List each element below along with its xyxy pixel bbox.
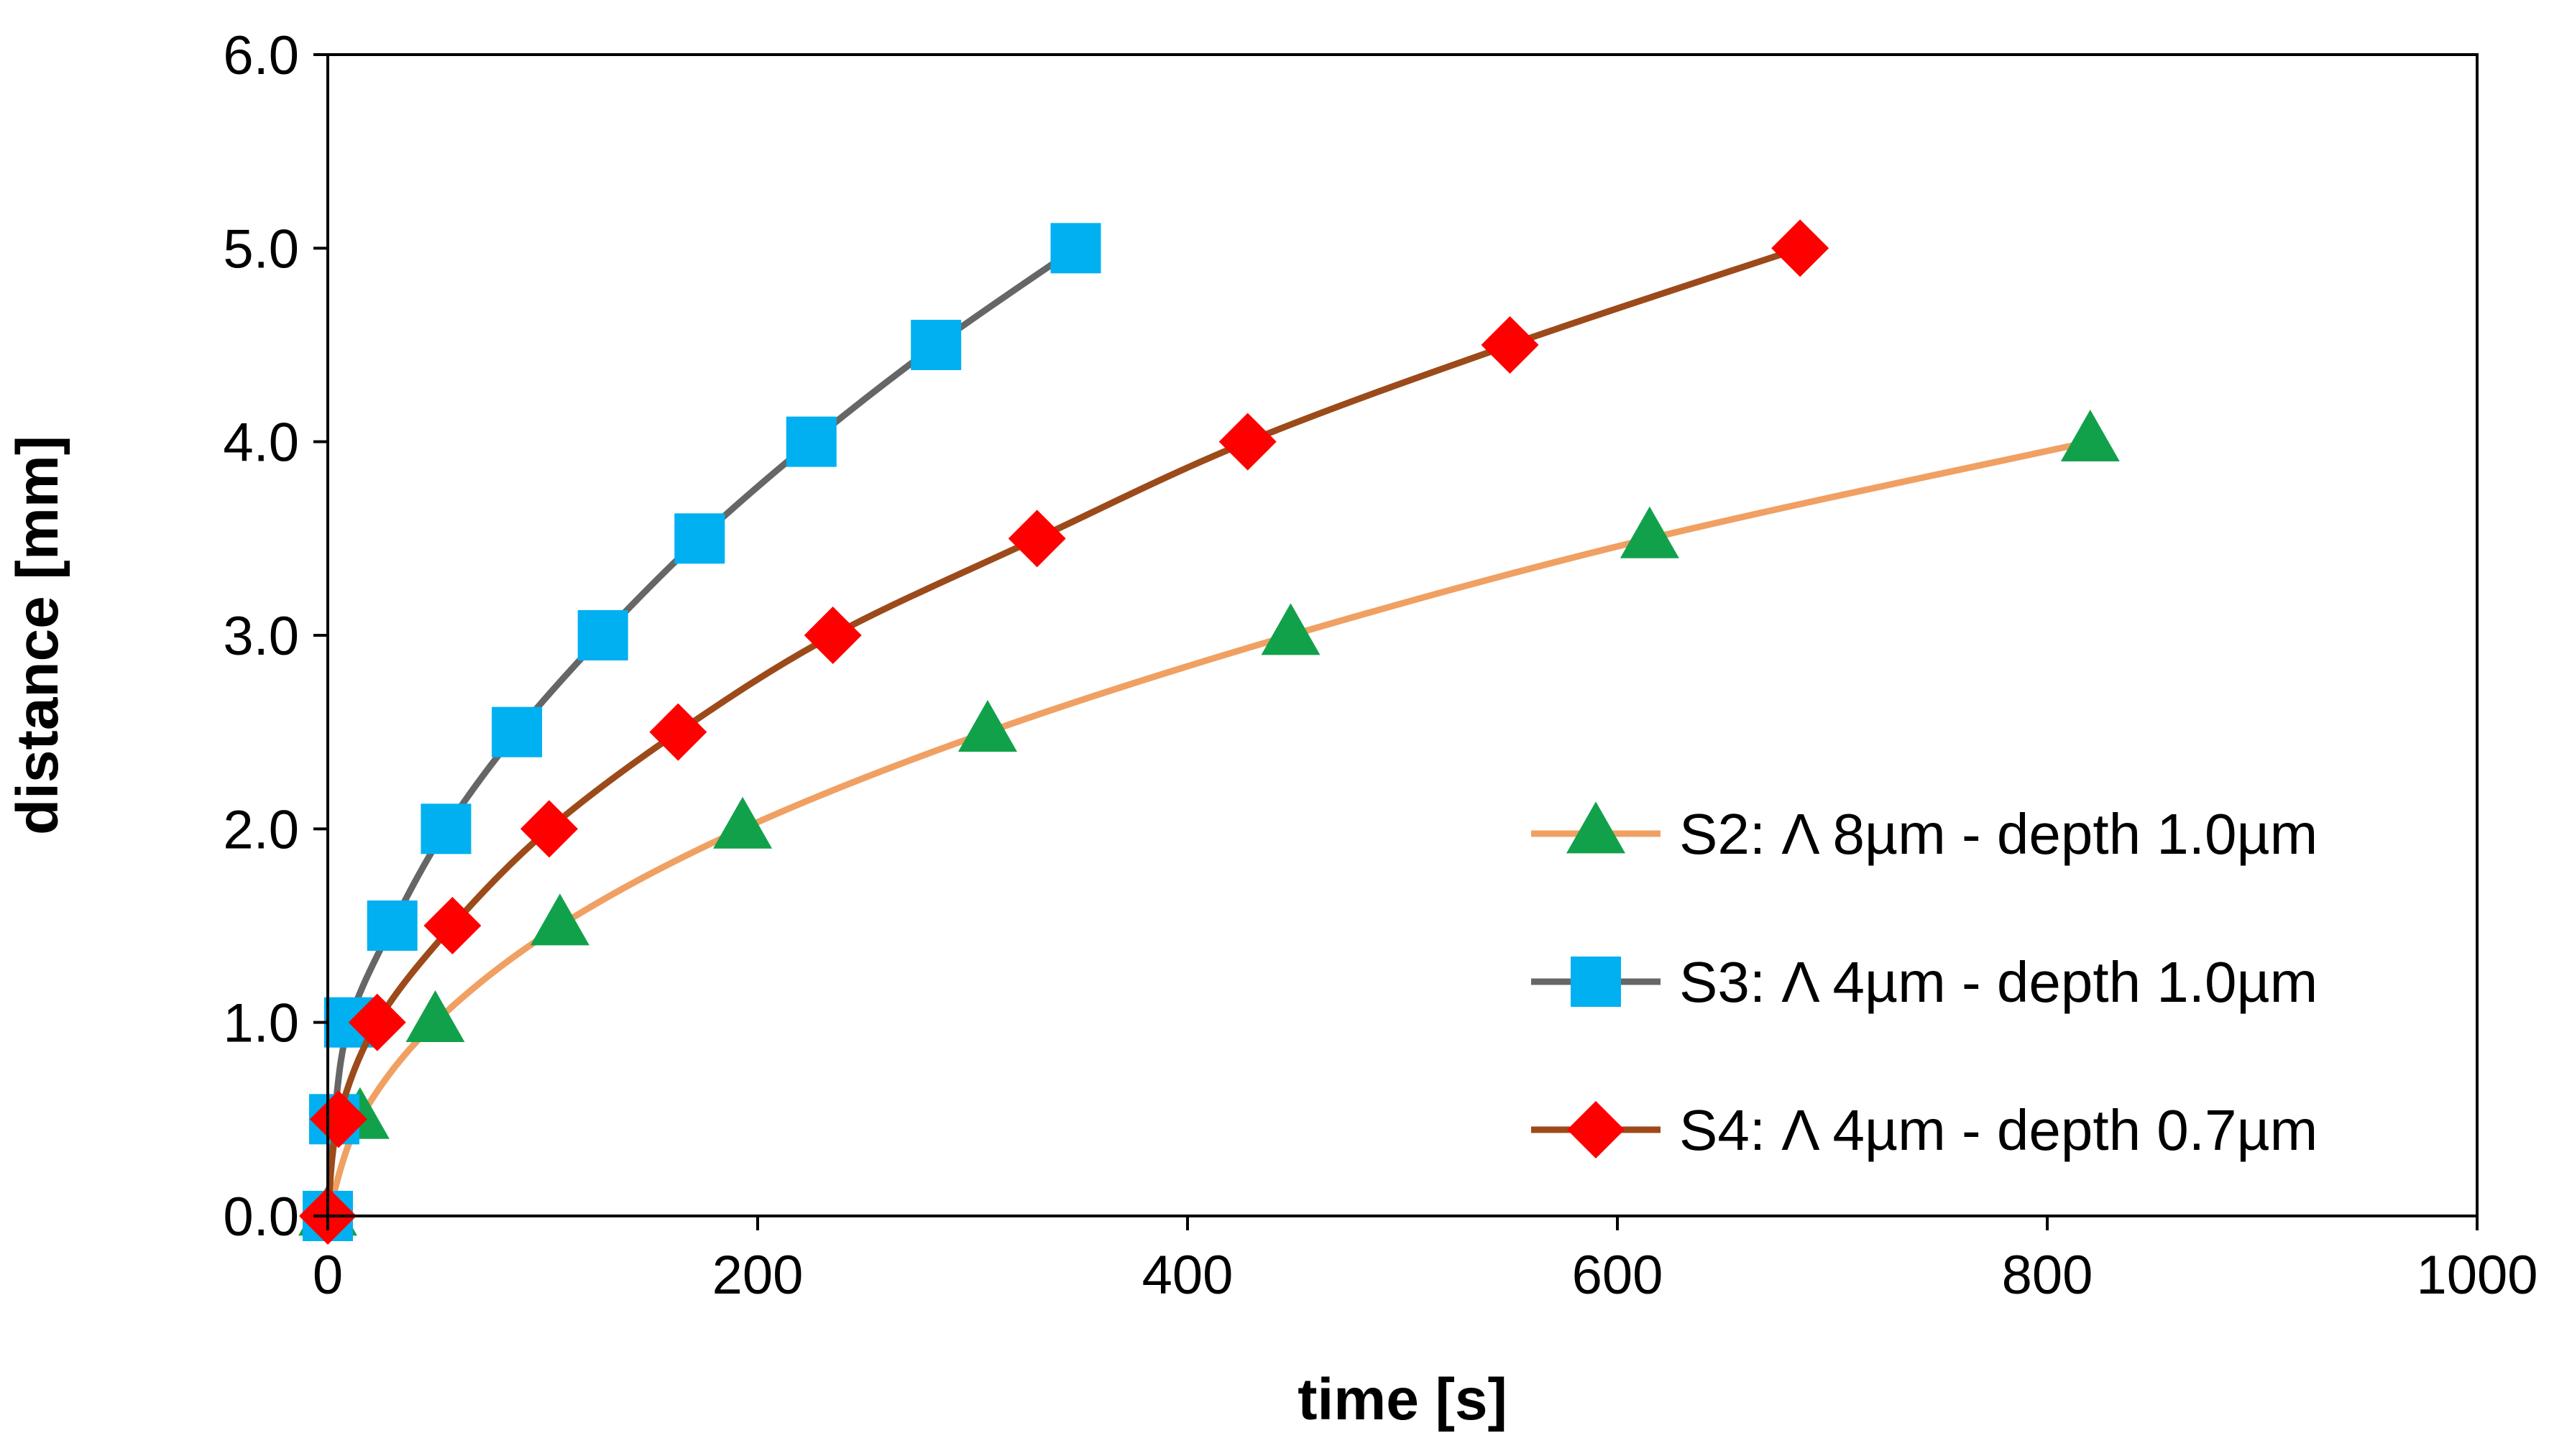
x-tick-label: 400 [1142,1245,1234,1306]
data-point-s3 [367,900,418,951]
data-point-s4 [423,897,482,954]
x-tick-label: 0 [313,1245,343,1306]
data-point-s4 [1481,316,1539,374]
y-tick-label: 0.0 [223,1187,299,1248]
series-layer [298,219,2120,1245]
legend-label-s4: S4: Λ 4µm - depth 0.7µm [1679,1098,2318,1162]
data-point-s3 [577,610,628,660]
data-point-s4 [649,703,707,761]
y-tick-label: 3.0 [223,606,299,667]
legend-marker-s3 [1571,957,1621,1007]
legend-label-s3: S3: Λ 4µm - depth 1.0µm [1679,950,2318,1014]
legend: S2: Λ 8µm - depth 1.0µm S3: Λ 4µm - depth… [1531,801,2318,1162]
y-axis-title: distance [mm] [5,436,70,835]
y-tick-label: 1.0 [223,993,299,1054]
plot-area-frame [326,53,2479,1217]
data-point-s4 [1771,219,1829,277]
series-line-s4 [324,244,1804,1220]
x-tick-label: 1000 [2416,1245,2537,1306]
data-point-s2 [1620,506,1679,558]
y-tick-label: 2.0 [223,799,299,860]
data-point-s4 [1218,413,1277,471]
data-point-s2 [713,796,773,849]
legend-label-s2: S2: Λ 8µm - depth 1.0µm [1679,802,2318,866]
data-point-s3 [674,513,725,564]
data-point-s2 [530,893,589,946]
data-point-s3 [786,416,837,467]
data-point-s4 [1008,510,1066,568]
data-point-s2 [957,700,1017,752]
legend-item-s3: S3: Λ 4µm - depth 1.0µm [1531,950,2318,1014]
x-axis-title: time [s] [1298,1367,1507,1432]
data-point-s2 [405,990,465,1043]
data-point-s3 [492,706,543,757]
series-s4 [299,219,1829,1245]
data-point-s4 [309,1090,367,1148]
data-point-s2 [1261,603,1321,655]
data-point-s4 [348,993,406,1051]
axis-ticks: 0 200 400 600 800 1000 0.0 1.0 2.0 3.0 4.0 5.0 6.0 [223,25,2537,1306]
legend-item-s2: S2: Λ 8µm - depth 1.0µm [1531,801,2318,866]
x-tick-label: 600 [1572,1245,1663,1306]
legend-item-s4: S4: Λ 4µm - depth 0.7µm [1531,1098,2318,1162]
data-point-s3 [421,803,472,854]
legend-marker-s2 [1566,801,1625,854]
x-tick-label: 200 [712,1245,804,1306]
data-point-s3 [911,320,962,370]
data-point-s4 [804,607,862,664]
legend-marker-s4 [1567,1101,1625,1158]
data-point-s4 [520,800,578,858]
x-tick-label: 800 [2002,1245,2093,1306]
y-tick-label: 4.0 [223,413,299,474]
y-tick-label: 6.0 [223,25,299,86]
y-tick-label: 5.0 [223,218,299,280]
data-point-s3 [1050,223,1101,274]
data-point-s2 [2060,410,2120,462]
